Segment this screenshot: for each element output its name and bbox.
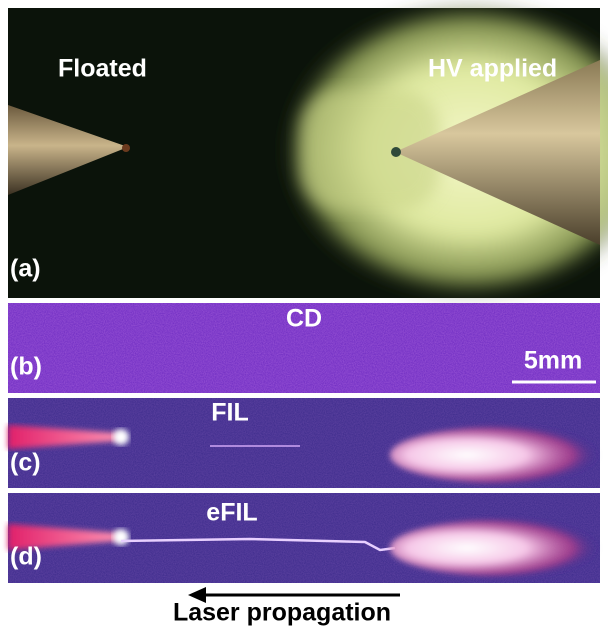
panel-title: CD (286, 305, 322, 333)
panel-d: eFIL (d) (8, 493, 608, 583)
panel-a: Floated HV applied (a) (8, 0, 608, 300)
left-label: Floated (58, 55, 147, 83)
caption: Laser propagation (173, 599, 391, 627)
arrow-head (188, 587, 206, 603)
panel-label: (c) (10, 449, 41, 477)
scale-bar-label: 5mm (524, 347, 582, 375)
panel-b: CD 5mm (b) (8, 303, 600, 393)
panel-label: (a) (10, 255, 41, 283)
panel-label: (b) (10, 353, 42, 381)
panel-title: eFIL (206, 499, 257, 527)
caption-group: Laser propagation (173, 587, 400, 627)
panel-label: (d) (10, 543, 42, 571)
panel-c: FIL (c) (8, 398, 608, 488)
right-label: HV applied (428, 55, 557, 83)
panel-title: FIL (211, 399, 249, 427)
